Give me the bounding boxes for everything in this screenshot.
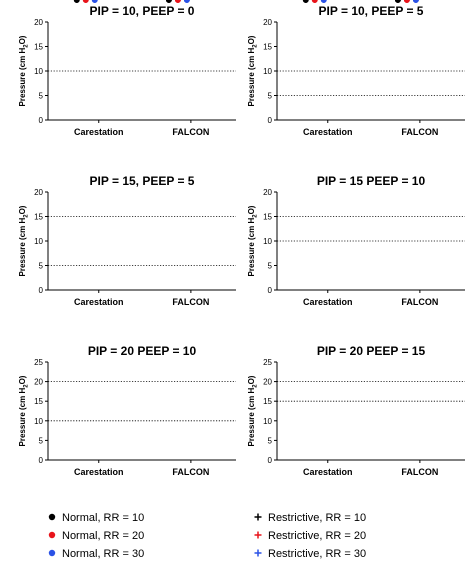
y-axis-label: Pressure (cm H2O) bbox=[247, 35, 259, 106]
panel-title: PIP = 15 PEEP = 10 bbox=[317, 174, 426, 188]
legend-label: Restrictive, RR = 10 bbox=[268, 512, 366, 524]
x-category-label: FALCON bbox=[401, 127, 438, 137]
y-tick-label: 0 bbox=[39, 456, 44, 465]
legend-item: Restrictive, RR = 30 bbox=[254, 548, 366, 560]
y-tick-label: 5 bbox=[39, 436, 44, 445]
y-tick-label: 15 bbox=[263, 43, 272, 52]
chart-panel-6: PIP = 20 PEEP = 15 0 5 10 15 20 25 Carestation F… bbox=[247, 0, 465, 477]
legend-marker-circle bbox=[48, 531, 56, 539]
x-category-label: Carestation bbox=[303, 127, 353, 137]
y-tick-label: 10 bbox=[263, 237, 272, 246]
legend-label: Normal, RR = 10 bbox=[62, 512, 144, 524]
y-tick-label: 15 bbox=[34, 43, 43, 52]
legend-label: Restrictive, RR = 20 bbox=[268, 530, 366, 542]
panel-title: PIP = 10, PEEP = 0 bbox=[90, 4, 195, 18]
chart-panel-1: PIP = 10, PEEP = 0 0 5 10 15 20 Carestation FAL… bbox=[18, 0, 236, 137]
x-category-label: FALCON bbox=[401, 297, 438, 307]
y-tick-label: 20 bbox=[263, 18, 272, 27]
data-point bbox=[183, 0, 190, 3]
x-category-label: FALCON bbox=[172, 467, 209, 477]
legend-marker-plus bbox=[254, 513, 262, 521]
x-category-label: Carestation bbox=[74, 127, 124, 137]
y-tick-label: 10 bbox=[34, 417, 43, 426]
chart-panel-4: PIP = 15 PEEP = 10 0 5 10 15 20 Carestation FAL… bbox=[247, 0, 465, 307]
x-category-label: FALCON bbox=[172, 127, 209, 137]
y-axis-label: Pressure (cm H2O) bbox=[18, 375, 30, 446]
legend-label: Normal, RR = 30 bbox=[62, 548, 144, 560]
legend-item: Restrictive, RR = 10 bbox=[254, 512, 366, 524]
chart-panel-2: PIP = 10, PEEP = 5 0 5 10 15 20 Carestation FAL… bbox=[247, 0, 465, 137]
y-tick-label: 20 bbox=[263, 378, 272, 387]
y-axis-label: Pressure (cm H2O) bbox=[18, 205, 30, 276]
y-tick-label: 10 bbox=[263, 417, 272, 426]
y-tick-label: 15 bbox=[34, 213, 43, 222]
data-point bbox=[394, 0, 401, 3]
y-tick-label: 0 bbox=[39, 286, 44, 295]
data-point bbox=[412, 0, 419, 3]
x-category-label: Carestation bbox=[74, 467, 124, 477]
panel-title: PIP = 10, PEEP = 5 bbox=[319, 4, 424, 18]
x-category-label: FALCON bbox=[401, 467, 438, 477]
y-axis-label: Pressure (cm H2O) bbox=[247, 205, 259, 276]
legend-item: Restrictive, RR = 20 bbox=[254, 530, 366, 542]
y-tick-label: 20 bbox=[263, 188, 272, 197]
panel-title: PIP = 20 PEEP = 10 bbox=[88, 344, 197, 358]
legend-item: Normal, RR = 20 bbox=[48, 530, 144, 542]
legend-marker-plus bbox=[254, 531, 262, 539]
chart-panel-3: PIP = 15, PEEP = 5 0 5 10 15 20 Carestation FAL… bbox=[18, 0, 236, 307]
y-tick-label: 0 bbox=[268, 456, 273, 465]
y-tick-label: 0 bbox=[39, 116, 44, 125]
y-tick-label: 10 bbox=[34, 237, 43, 246]
y-tick-label: 20 bbox=[34, 378, 43, 387]
y-tick-label: 0 bbox=[268, 116, 273, 125]
y-tick-label: 5 bbox=[268, 436, 273, 445]
y-tick-label: 10 bbox=[34, 67, 43, 76]
data-point bbox=[82, 0, 89, 3]
legend-item: Normal, RR = 30 bbox=[48, 548, 144, 560]
data-point bbox=[91, 0, 98, 3]
data-point bbox=[311, 0, 318, 3]
data-point bbox=[174, 0, 181, 3]
y-tick-label: 15 bbox=[263, 213, 272, 222]
data-point bbox=[320, 0, 327, 3]
data-point bbox=[302, 0, 309, 3]
data-point bbox=[403, 0, 410, 3]
x-category-label: Carestation bbox=[303, 467, 353, 477]
legend: Normal, RR = 10 Restrictive, RR = 10 Norma… bbox=[48, 512, 366, 560]
x-category-label: FALCON bbox=[172, 297, 209, 307]
x-category-label: Carestation bbox=[74, 297, 124, 307]
y-tick-label: 10 bbox=[263, 67, 272, 76]
x-category-label: Carestation bbox=[303, 297, 353, 307]
chart-panel-5: PIP = 20 PEEP = 10 0 5 10 15 20 25 Carestation F… bbox=[18, 0, 236, 477]
data-point bbox=[73, 0, 80, 3]
panel-title: PIP = 15, PEEP = 5 bbox=[90, 174, 195, 188]
y-tick-label: 25 bbox=[263, 358, 272, 367]
y-tick-label: 5 bbox=[268, 262, 273, 271]
y-tick-label: 25 bbox=[34, 358, 43, 367]
y-axis-label: Pressure (cm H2O) bbox=[247, 375, 259, 446]
y-tick-label: 20 bbox=[34, 18, 43, 27]
legend-marker-plus bbox=[254, 549, 262, 557]
legend-item: Normal, RR = 10 bbox=[48, 512, 144, 524]
panel-title: PIP = 20 PEEP = 15 bbox=[317, 344, 426, 358]
y-tick-label: 0 bbox=[268, 286, 273, 295]
y-tick-label: 15 bbox=[34, 397, 43, 406]
legend-label: Restrictive, RR = 30 bbox=[268, 548, 366, 560]
y-tick-label: 15 bbox=[263, 397, 272, 406]
legend-marker-circle bbox=[48, 513, 56, 521]
y-tick-label: 5 bbox=[39, 92, 44, 101]
y-axis-label: Pressure (cm H2O) bbox=[18, 35, 30, 106]
y-tick-label: 5 bbox=[39, 262, 44, 271]
data-point bbox=[165, 0, 172, 3]
legend-marker-circle bbox=[48, 549, 56, 557]
y-tick-label: 5 bbox=[268, 92, 273, 101]
legend-label: Normal, RR = 20 bbox=[62, 530, 144, 542]
y-tick-label: 20 bbox=[34, 188, 43, 197]
